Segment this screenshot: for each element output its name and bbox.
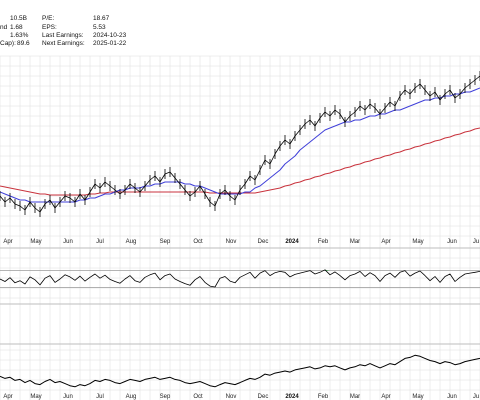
x-tick-label: Apr xyxy=(381,394,390,400)
x-tick-label: 2024 xyxy=(285,394,299,400)
x-tick-label: Apr xyxy=(381,239,390,245)
x-tick-label: Jul xyxy=(96,394,104,400)
x-tick-label: Jun xyxy=(63,239,73,245)
rsi-line xyxy=(0,269,480,288)
x-tick-label: Dec xyxy=(258,394,269,400)
price-line xyxy=(0,75,480,213)
x-tick-label: Ju xyxy=(473,394,479,400)
grid-layer xyxy=(0,55,480,400)
x-tick-label: Jun xyxy=(447,239,457,245)
x-tick-label: Nov xyxy=(226,239,237,245)
x-tick-label: Jul xyxy=(96,239,104,245)
x-tick-label: May xyxy=(412,239,423,245)
x-tick-label: May xyxy=(30,239,41,245)
obv-panel xyxy=(0,354,480,388)
x-tick-label: Jun xyxy=(63,394,73,400)
x-tick-label: Oct xyxy=(193,394,203,400)
x-tick-label: Jun xyxy=(447,394,457,400)
info-left-value-3: 89.6 xyxy=(17,40,30,47)
info-right-value-2: 2024-10-23 xyxy=(93,32,127,39)
x-tick-label: Feb xyxy=(318,394,329,400)
x-tick-label: Feb xyxy=(318,239,329,245)
x-axis-labels: Apr Apr May May Jun Jun Jul Jul Aug Aug Sep Sep Oct O… xyxy=(3,239,479,400)
info-right-label-2: Last Earnings: xyxy=(42,32,84,39)
x-tick-label: Oct xyxy=(193,239,203,245)
x-tick-label: Aug xyxy=(126,394,137,400)
x-tick-label: Sep xyxy=(160,394,171,400)
info-left-value-0: 10.5B xyxy=(10,15,27,22)
x-tick-label: Apr xyxy=(3,239,12,245)
info-left-value-2: 1.63% xyxy=(10,32,29,39)
x-tick-label: Apr xyxy=(3,394,12,400)
x-tick-label: Ju xyxy=(473,239,479,245)
x-tick-label: Mar xyxy=(350,394,360,400)
price-panel xyxy=(0,71,480,217)
x-tick-label: May xyxy=(30,394,41,400)
x-tick-label: Aug xyxy=(126,239,137,245)
obv-line xyxy=(0,354,480,388)
info-left-label-1: nd xyxy=(0,24,8,31)
rsi-overbought-fill xyxy=(325,269,330,271)
x-tick-label: Nov xyxy=(226,394,237,400)
info-right-label-0: P/E: xyxy=(42,15,54,22)
fundamentals-panel: 10.5B nd 1.68 1.63% Cap): 89.6 P/E: 18.6… xyxy=(0,15,127,47)
x-tick-label: Sep xyxy=(160,239,171,245)
info-right-value-0: 18.67 xyxy=(93,15,110,22)
info-right-label-1: EPS: xyxy=(42,24,57,31)
info-right-label-3: Next Earnings: xyxy=(42,40,85,47)
info-left-value-1: 1.68 xyxy=(10,24,23,31)
rsi-panel xyxy=(0,269,480,288)
x-tick-label: 2024 xyxy=(285,239,299,245)
x-tick-label: Dec xyxy=(258,239,269,245)
info-right-value-1: 5.53 xyxy=(93,24,106,31)
info-left-label-3: Cap): xyxy=(0,40,16,47)
info-right-value-3: 2025-01-22 xyxy=(93,40,127,47)
x-tick-label: Mar xyxy=(350,239,360,245)
x-tick-label: May xyxy=(412,394,423,400)
